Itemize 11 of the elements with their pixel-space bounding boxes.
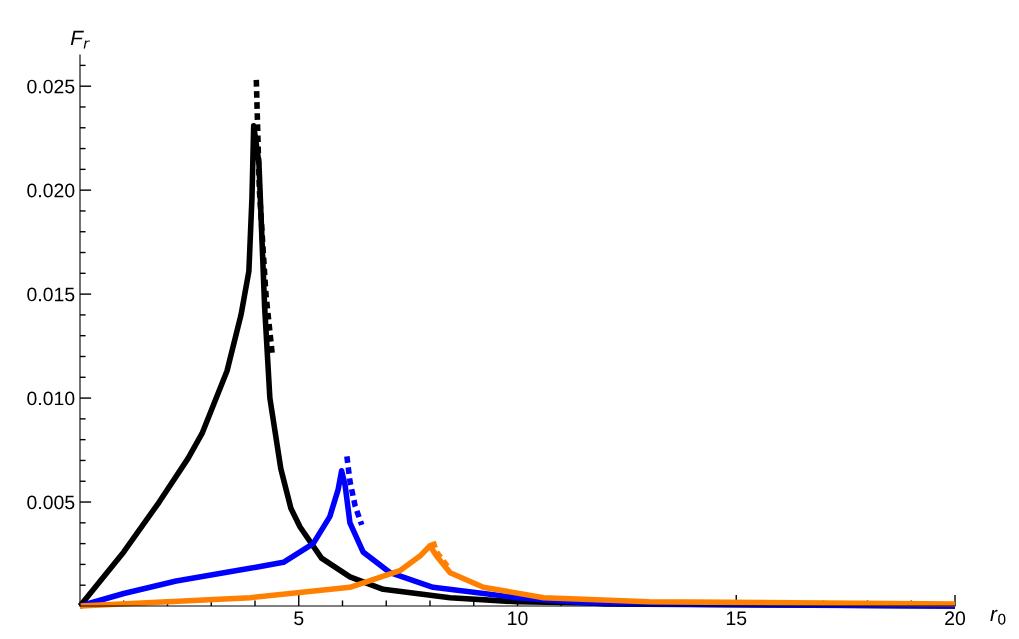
y-tick-label: 0.025 [27,79,75,94]
x-tick-label: 20 [945,611,966,626]
y-tick-label: 0.020 [27,183,75,198]
x-tick-label: 5 [294,611,304,626]
x-tick-label: 15 [726,611,747,626]
y-tick-label: 0.015 [27,287,75,302]
y-tick-label: 0.010 [27,391,75,406]
y-axis-title: F$_{r}$ [70,30,90,49]
y-tick-label: 0.005 [27,495,75,510]
x-axis-title: r$_{0}$ [990,609,1006,625]
x-tick-label: 10 [508,611,528,626]
